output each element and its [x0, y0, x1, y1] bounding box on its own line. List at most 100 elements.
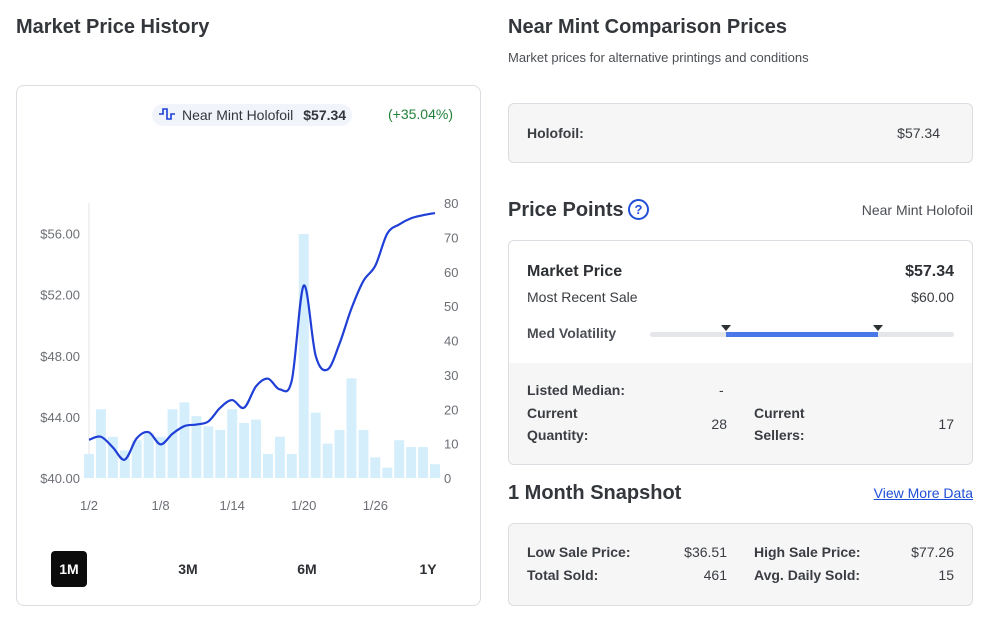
range-1m-button[interactable]: 1M: [51, 551, 87, 587]
current-quantity-label-line2: Quantity:: [527, 427, 589, 443]
price-points-details: Listed Median: - Current Quantity: 28 Cu…: [509, 363, 972, 464]
y-right-tick-label: 10: [444, 437, 458, 452]
volume-bar: [203, 426, 214, 478]
low-sale-label: Low Sale Price:: [527, 544, 631, 560]
comparison-box: Holofoil: $57.34: [508, 103, 973, 163]
volume-bar: [370, 457, 381, 478]
volume-bar: [143, 433, 154, 478]
volume-bar: [239, 423, 250, 478]
volume-bar: [251, 419, 261, 478]
volume-bar: [346, 378, 357, 478]
holofoil-label: Holofoil:: [527, 125, 584, 141]
view-more-data-link[interactable]: View More Data: [873, 485, 973, 501]
holofoil-value: $57.34: [897, 125, 940, 141]
volume-bar: [215, 429, 226, 478]
volume-bar: [131, 440, 142, 478]
avg-daily-sold-value: 15: [938, 567, 954, 583]
price-history-card: Near Mint Holofoil $57.34 (+35.04%) $40.…: [16, 85, 481, 606]
legend-series-name: Near Mint Holofoil: [182, 107, 294, 123]
y-right-tick-label: 30: [444, 368, 458, 383]
y-right-tick-label: 60: [444, 265, 458, 280]
volume-bar: [358, 429, 369, 478]
total-sold-value: 461: [703, 567, 727, 583]
y-left-tick-label: $48.00: [40, 349, 80, 364]
current-sellers-label-line1: Current: [754, 405, 805, 421]
volume-bar: [155, 436, 166, 478]
listed-median-label: Listed Median:: [527, 382, 626, 398]
market-price-label: Market Price: [527, 263, 623, 280]
price-points-condition: Near Mint Holofoil: [861, 202, 973, 218]
range-selector: 1M 3M 6M 1Y: [17, 551, 482, 587]
y-right-tick-label: 20: [444, 402, 458, 417]
x-tick-label: 1/14: [220, 498, 245, 513]
line-series-icon: [158, 107, 176, 124]
current-quantity-label-line1: Current: [527, 405, 578, 421]
comparison-prices-title: Near Mint Comparison Prices: [508, 16, 787, 38]
volatility-low-marker: [721, 325, 731, 331]
current-sellers-label-line2: Sellers:: [754, 427, 805, 443]
volume-bar: [274, 436, 285, 478]
chart-legend[interactable]: Near Mint Holofoil $57.34: [152, 104, 353, 126]
y-right-tick-label: 80: [444, 196, 458, 211]
x-tick-label: 1/20: [291, 498, 316, 513]
market-price-history-title: Market Price History: [16, 16, 210, 38]
volume-bar: [322, 443, 333, 478]
listed-median-value: -: [719, 382, 724, 398]
recent-sale-label: Most Recent Sale: [527, 289, 638, 305]
price-points-title: Price Points: [508, 199, 624, 221]
range-6m-button[interactable]: 6M: [297, 561, 317, 577]
range-3m-button[interactable]: 3M: [178, 561, 198, 577]
volume-bar: [179, 402, 190, 478]
volume-bar: [394, 440, 405, 478]
y-left-tick-label: $40.00: [40, 471, 80, 486]
volatility-range-fill: [726, 332, 878, 337]
volume-bar: [191, 416, 202, 478]
volume-bar: [95, 409, 106, 478]
volume-bar: [382, 467, 393, 478]
y-right-tick-label: 0: [444, 471, 451, 486]
volatility-high-marker: [873, 325, 883, 331]
volume-bar: [107, 436, 118, 478]
volume-bar: [406, 447, 417, 478]
recent-sale-value: $60.00: [911, 289, 954, 305]
y-right-tick-label: 40: [444, 334, 458, 349]
volatility-label: Med Volatility: [527, 325, 617, 341]
volume-bar: [418, 447, 429, 478]
y-left-tick-label: $56.00: [40, 227, 80, 242]
avg-daily-sold-label: Avg. Daily Sold:: [754, 567, 861, 583]
high-sale-value: $77.26: [911, 544, 954, 560]
volatility-track: [650, 325, 954, 337]
total-sold-label: Total Sold:: [527, 567, 599, 583]
volume-bar: [263, 453, 273, 478]
range-1y-button[interactable]: 1Y: [419, 561, 437, 577]
volume-bar: [167, 409, 178, 478]
volume-bar: [430, 464, 440, 478]
legend-series-price: $57.34: [303, 107, 347, 123]
legend-price-change: (+35.04%): [388, 106, 453, 122]
low-sale-value: $36.51: [684, 544, 727, 560]
volume-bar: [119, 450, 130, 478]
high-sale-label: High Sale Price:: [754, 544, 861, 560]
current-quantity-value: 28: [711, 416, 727, 432]
price-line: [88, 212, 436, 461]
x-tick-label: 1/2: [80, 498, 98, 513]
price-points-card: Market Price $57.34 Most Recent Sale $60…: [508, 240, 973, 465]
comparison-prices-subtitle: Market prices for alternative printings …: [508, 50, 809, 65]
snapshot-box: Low Sale Price: $36.51 High Sale Price: …: [508, 523, 973, 606]
current-sellers-value: 17: [938, 416, 954, 432]
y-right-tick-label: 70: [444, 230, 458, 245]
market-price-value: $57.34: [905, 263, 954, 280]
snapshot-title: 1 Month Snapshot: [508, 482, 682, 504]
x-tick-label: 1/26: [363, 498, 388, 513]
volume-bar: [298, 233, 309, 478]
help-icon[interactable]: ?: [628, 199, 649, 220]
price-history-chart: $40.00 $44.00 $48.00 $52.00 $56.00 0 10 20 30 40 5…: [40, 196, 458, 513]
volume-bar: [84, 453, 94, 478]
y-left-tick-label: $44.00: [40, 410, 80, 425]
x-tick-label: 1/8: [152, 498, 170, 513]
y-right-tick-label: 50: [444, 299, 458, 314]
volume-bar: [334, 429, 345, 478]
volume-bar: [227, 409, 238, 478]
y-left-tick-label: $52.00: [40, 288, 80, 303]
volume-bar: [286, 453, 297, 478]
